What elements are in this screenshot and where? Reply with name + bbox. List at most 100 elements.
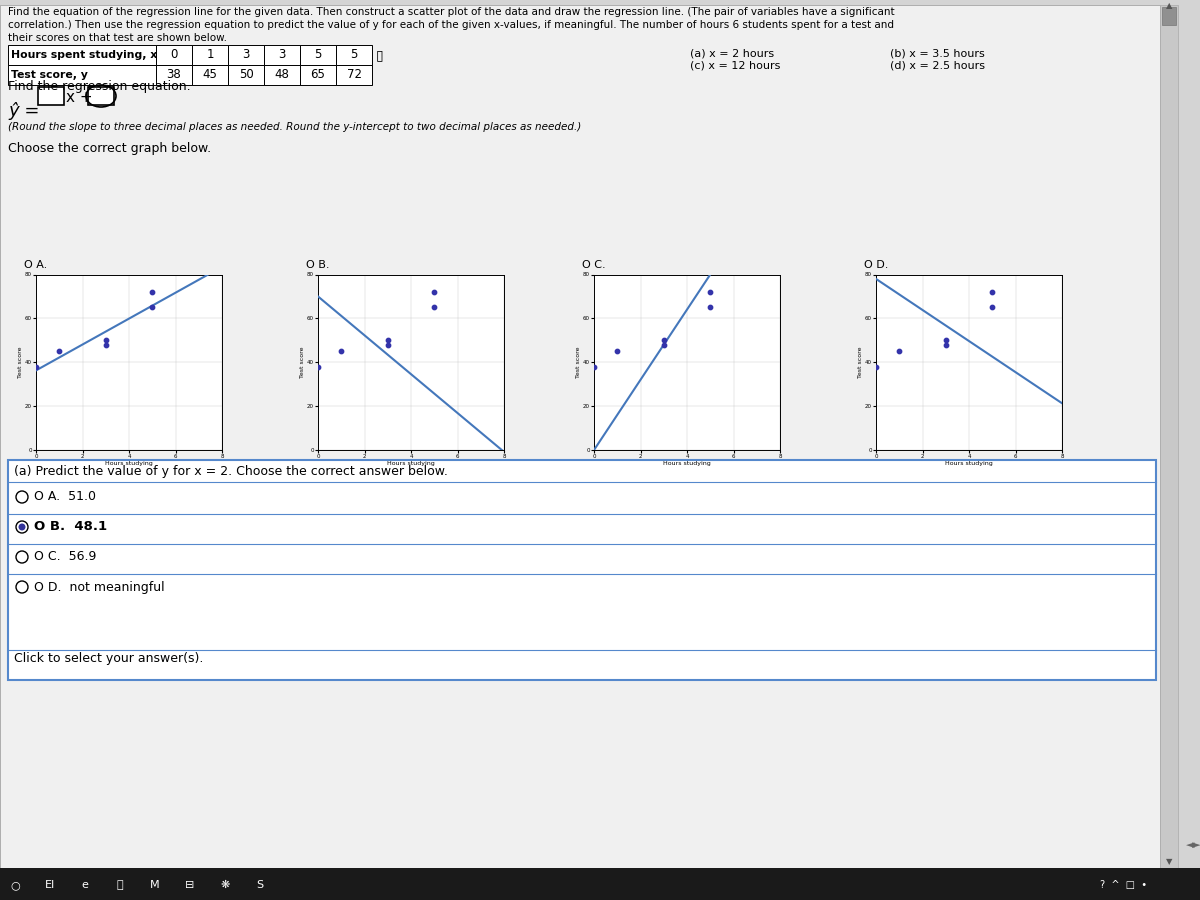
Text: e: e	[82, 880, 89, 890]
Text: ŷ =: ŷ =	[8, 102, 40, 120]
Bar	[300, 45, 336, 65]
Point	[983, 301, 1002, 315]
Text: correlation.) Then use the regression equation to predict the value of y for eac: correlation.) Then use the regression eq…	[8, 20, 894, 30]
Point	[654, 338, 673, 352]
Text: O B.: O B.	[306, 260, 330, 270]
Point	[49, 344, 68, 358]
Text: ○: ○	[10, 880, 20, 890]
Text: M: M	[150, 880, 160, 890]
Circle shape	[16, 521, 28, 533]
Bar	[156, 65, 192, 85]
Point	[584, 359, 604, 374]
Text: ▼: ▼	[1165, 858, 1172, 867]
Point	[889, 344, 908, 358]
Text: EI: EI	[44, 880, 55, 890]
X-axis label: Hours studying: Hours studying	[106, 461, 152, 465]
Bar	[264, 65, 300, 85]
Point	[425, 284, 444, 299]
Text: O B.  48.1: O B. 48.1	[34, 520, 107, 534]
Text: O D.  not meaningful: O D. not meaningful	[34, 580, 164, 593]
Text: O C.  56.9: O C. 56.9	[34, 551, 96, 563]
Point	[866, 359, 886, 374]
Text: 0: 0	[170, 49, 178, 61]
Point	[983, 284, 1002, 299]
Point	[936, 338, 955, 352]
Text: (c) x = 12 hours: (c) x = 12 hours	[690, 61, 780, 71]
Point	[26, 359, 46, 374]
X-axis label: Hours studying: Hours studying	[946, 461, 992, 465]
Point	[96, 333, 115, 347]
Point	[425, 301, 444, 315]
Text: 72: 72	[347, 68, 361, 82]
Circle shape	[16, 581, 28, 593]
Text: ◄: ◄	[1186, 840, 1194, 850]
Text: O C.: O C.	[582, 260, 606, 270]
Circle shape	[18, 524, 25, 530]
Bar	[264, 45, 300, 65]
Text: (Round the slope to three decimal places as needed. Round the y-intercept to two: (Round the slope to three decimal places…	[8, 122, 581, 132]
Text: 5: 5	[314, 49, 322, 61]
Point	[701, 284, 720, 299]
Text: ❋: ❋	[221, 880, 229, 890]
Text: 38: 38	[167, 68, 181, 82]
Point	[308, 359, 328, 374]
X-axis label: Hours studying: Hours studying	[664, 461, 710, 465]
Text: 48: 48	[275, 68, 289, 82]
Point	[143, 301, 162, 315]
Text: 65: 65	[311, 68, 325, 82]
Text: 1: 1	[206, 49, 214, 61]
Y-axis label: Test score: Test score	[576, 346, 582, 378]
Point	[607, 344, 626, 358]
Text: O A.  51.0: O A. 51.0	[34, 491, 96, 503]
Text: 45: 45	[203, 68, 217, 82]
Text: ?  ^  □  •: ? ^ □ •	[1100, 880, 1147, 890]
Text: 3: 3	[242, 49, 250, 61]
Text: (b) x = 3.5 hours: (b) x = 3.5 hours	[890, 48, 985, 58]
Bar	[8, 65, 156, 85]
Text: 50: 50	[239, 68, 253, 82]
Point	[331, 344, 350, 358]
Text: O A.: O A.	[24, 260, 47, 270]
Bar	[1162, 7, 1176, 25]
Text: Find the equation of the regression line for the given data. Then construct a sc: Find the equation of the regression line…	[8, 7, 895, 17]
Text: x +: x +	[66, 91, 97, 105]
Y-axis label: Test score: Test score	[300, 346, 306, 378]
Point	[378, 338, 397, 352]
Bar	[156, 45, 192, 65]
Text: ▲: ▲	[1165, 2, 1172, 11]
Text: Click to select your answer(s).: Click to select your answer(s).	[14, 652, 203, 665]
Text: (a) Predict the value of y for x = 2. Choose the correct answer below.: (a) Predict the value of y for x = 2. Ch…	[14, 465, 448, 478]
Text: Hours spent studying, x: Hours spent studying, x	[11, 50, 157, 60]
Text: 3: 3	[278, 49, 286, 61]
Text: ⊟: ⊟	[185, 880, 194, 890]
Point	[96, 338, 115, 352]
Circle shape	[16, 551, 28, 563]
Text: S: S	[257, 880, 264, 890]
Point	[143, 284, 162, 299]
Text: Find the regression equation.: Find the regression equation.	[8, 80, 191, 93]
Bar	[8, 45, 156, 65]
Text: Test score, y: Test score, y	[11, 70, 88, 80]
Y-axis label: Test score: Test score	[18, 346, 24, 378]
Bar	[228, 65, 264, 85]
X-axis label: Hours studying: Hours studying	[388, 461, 434, 465]
Bar	[300, 65, 336, 85]
Bar	[0, 868, 1200, 900]
Bar	[192, 45, 228, 65]
Point	[654, 333, 673, 347]
Text: (d) x = 2.5 hours: (d) x = 2.5 hours	[890, 61, 985, 71]
Bar	[38, 87, 64, 105]
Bar	[88, 87, 114, 105]
Bar	[8, 460, 1156, 680]
Point	[378, 333, 397, 347]
Y-axis label: Test score: Test score	[858, 346, 864, 378]
Circle shape	[16, 491, 28, 503]
Bar	[1160, 5, 1178, 870]
Bar	[336, 65, 372, 85]
Point	[701, 301, 720, 315]
Text: 5: 5	[350, 49, 358, 61]
Text: ►: ►	[1192, 840, 1200, 850]
Text: O D.: O D.	[864, 260, 888, 270]
Text: 📁: 📁	[116, 880, 124, 890]
Text: ▯: ▯	[376, 48, 384, 62]
